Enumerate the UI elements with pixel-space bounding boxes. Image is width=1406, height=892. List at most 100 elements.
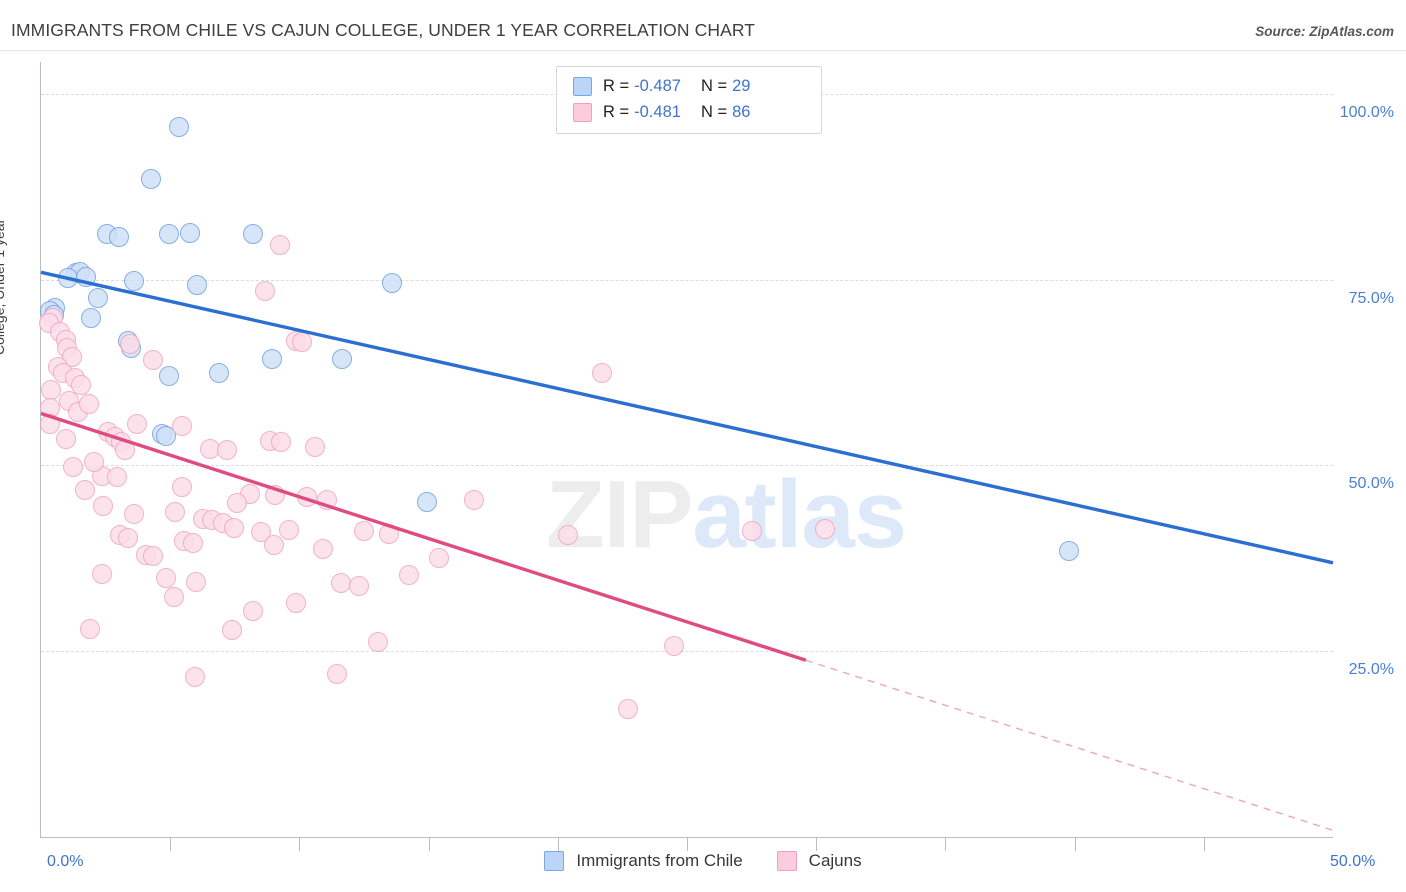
watermark-zip: ZIP <box>546 461 693 568</box>
scatter-point <box>312 538 333 559</box>
scatter-point <box>417 491 438 512</box>
scatter-point <box>297 487 318 508</box>
scatter-point <box>140 169 161 190</box>
scatter-point <box>93 495 114 516</box>
scatter-point <box>399 564 420 585</box>
stats-r-label-pink: R = <box>603 102 630 121</box>
stats-swatch-pink-icon <box>573 102 592 122</box>
scatter-point <box>209 362 230 383</box>
scatter-point <box>222 620 243 641</box>
scatter-point <box>91 563 112 584</box>
scatter-point <box>117 527 138 548</box>
scatter-point <box>143 349 164 370</box>
scatter-point <box>78 393 99 414</box>
scatter-point <box>285 592 306 613</box>
scatter-point <box>124 503 145 524</box>
x-tick-mark <box>557 838 559 851</box>
scatter-point <box>87 288 108 309</box>
scatter-point <box>262 349 283 370</box>
gridline <box>41 465 1333 467</box>
scatter-point <box>348 575 369 596</box>
stats-row-blue: R = -0.487 N = 29 <box>573 73 750 99</box>
legend-swatch-pink-icon <box>776 851 797 871</box>
scatter-point <box>242 223 263 244</box>
scatter-point <box>316 489 337 510</box>
x-tick-mark <box>1074 838 1076 851</box>
y-axis-title: College, Under 1 year <box>0 218 7 355</box>
scatter-point <box>81 308 102 329</box>
stats-n-value-pink: 86 <box>732 102 751 121</box>
scatter-point <box>156 567 177 588</box>
scatter-point <box>382 273 403 294</box>
legend-label-cajuns: Cajuns <box>808 851 862 870</box>
scatter-point <box>254 280 275 301</box>
scatter-point <box>80 618 101 639</box>
x-tick-mark <box>299 838 301 851</box>
scatter-point <box>368 632 389 653</box>
scatter-point <box>74 479 95 500</box>
watermark: ZIPatlas <box>546 460 907 570</box>
scatter-point <box>58 268 79 289</box>
scatter-point <box>108 226 129 247</box>
scatter-point <box>41 379 62 400</box>
scatter-point <box>164 586 185 607</box>
scatter-point <box>271 431 292 452</box>
trend-line-cajuns <box>40 411 807 662</box>
watermark-atlas: atlas <box>692 461 907 568</box>
x-axis-max-label: 50.0% <box>1330 853 1376 870</box>
scatter-point <box>279 520 300 541</box>
trend-line-cajuns-extrapolated <box>805 659 1334 831</box>
source-attribution: Source: ZipAtlas.com <box>1255 24 1394 39</box>
scatter-point <box>223 517 244 538</box>
scatter-point <box>378 523 399 544</box>
scatter-point <box>263 534 284 555</box>
y-tick-label: 25.0% <box>1348 661 1394 679</box>
gridline <box>41 279 1333 281</box>
scatter-point <box>1059 540 1080 561</box>
scatter-point <box>158 365 179 386</box>
y-tick-label: 75.0% <box>1348 289 1394 307</box>
scatter-point <box>76 266 97 287</box>
scatter-point <box>171 477 192 498</box>
scatter-point <box>815 518 836 539</box>
scatter-point <box>183 532 204 553</box>
stats-n-value-blue: 29 <box>732 76 751 95</box>
legend-item-cajuns[interactable]: Cajuns <box>776 851 862 871</box>
scatter-point <box>179 222 200 243</box>
scatter-point <box>187 274 208 295</box>
scatter-point <box>83 451 104 472</box>
scatter-point <box>126 413 147 434</box>
scatter-point <box>55 428 76 449</box>
stats-row-pink: R = -0.481 N = 86 <box>573 99 750 125</box>
scatter-point <box>186 572 207 593</box>
scatter-point <box>332 349 353 370</box>
scatter-point <box>63 456 84 477</box>
scatter-point <box>227 492 248 513</box>
legend-item-immigrants-from-chile[interactable]: Immigrants from Chile <box>544 851 743 871</box>
scatter-point <box>184 667 205 688</box>
scatter-point <box>217 439 238 460</box>
scatter-point <box>158 223 179 244</box>
x-tick-mark <box>170 838 172 851</box>
legend-label-immigrants-from-chile: Immigrants from Chile <box>576 851 743 870</box>
scatter-point <box>114 439 135 460</box>
x-tick-mark <box>687 838 688 851</box>
scatter-point <box>270 234 291 255</box>
legend-swatch-blue-icon <box>544 851 565 871</box>
scatter-point <box>107 467 128 488</box>
scatter-point <box>165 501 186 522</box>
scatter-point <box>143 546 164 567</box>
x-tick-mark <box>816 838 818 851</box>
y-tick-label: 100.0% <box>1339 103 1394 121</box>
stats-r-value-pink: -0.481 <box>634 102 681 121</box>
scatter-point <box>330 572 351 593</box>
y-tick-label: 50.0% <box>1348 475 1394 493</box>
scatter-point <box>326 664 347 685</box>
stats-n-label-pink: N = <box>700 102 728 121</box>
x-tick-mark <box>428 838 430 851</box>
scatter-point <box>463 490 484 511</box>
scatter-point <box>741 520 762 541</box>
scatter-point <box>242 601 263 622</box>
plot-area: ZIPatlas <box>38 62 1334 837</box>
